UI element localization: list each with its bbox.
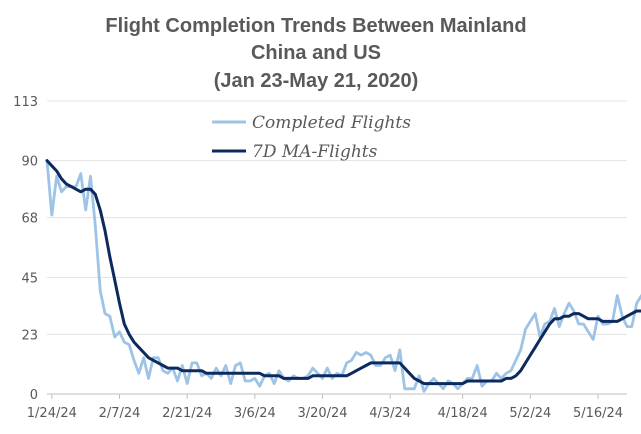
- x-tick-label-4: 3/20/24: [297, 406, 347, 421]
- x-tick-label-0: 1/24/24: [27, 406, 77, 421]
- y-tick-label-68: 68: [21, 212, 38, 227]
- x-axis-ticks: 1/24/24 2/7/24 2/21/24 3/6/24 3/20/24 4/3/24 4…: [27, 394, 623, 421]
- y-axis-ticks: 0 23 45 68 90 113: [13, 95, 38, 403]
- series-lines: [45, 159, 641, 393]
- x-tick-label-7: 5/2/24: [509, 406, 551, 421]
- x-tick-label-8: 5/16/24: [573, 406, 623, 421]
- legend-label-7d-ma-flights: 7D MA-Flights: [252, 142, 378, 162]
- chart-title-line-1: Flight Completion Trends Between Mainlan…: [105, 15, 526, 37]
- series-line-completed-flights: [45, 159, 641, 393]
- series-line-7d-ma-flights: [45, 159, 641, 386]
- chart-title: Flight Completion Trends Between Mainlan…: [105, 15, 526, 92]
- x-tick-label-5: 4/3/24: [369, 406, 411, 421]
- y-tick-label-45: 45: [21, 271, 38, 286]
- y-tick-label-113: 113: [13, 95, 38, 110]
- chart-title-line-3: (Jan 23-May 21, 2020): [214, 70, 419, 92]
- x-tick-label-1: 2/7/24: [99, 406, 141, 421]
- y-tick-label-0: 0: [30, 388, 38, 403]
- chart-title-line-2: China and US: [251, 42, 381, 64]
- x-tick-label-2: 2/21/24: [162, 406, 212, 421]
- y-tick-label-90: 90: [21, 155, 38, 170]
- x-tick-label-6: 4/18/24: [438, 406, 488, 421]
- legend: Completed Flights 7D MA-Flights: [212, 113, 411, 162]
- legend-label-completed-flights: Completed Flights: [252, 113, 411, 133]
- x-tick-label-3: 3/6/24: [234, 406, 276, 421]
- y-tick-label-23: 23: [21, 328, 38, 343]
